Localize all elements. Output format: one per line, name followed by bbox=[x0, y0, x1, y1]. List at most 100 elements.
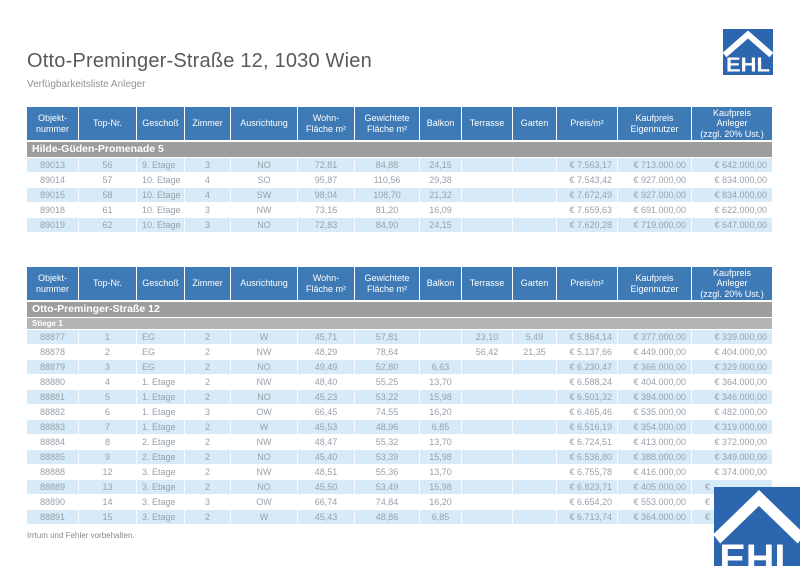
cell-zimmer: 2 bbox=[185, 345, 231, 359]
table-row: 88879 3 EG 2 NO 49,49 52,80 6,63 € 6.230,47 € 366… bbox=[27, 360, 772, 374]
cell-geschoss: 2. Etage bbox=[137, 450, 185, 464]
cell-ausrichtung: NW bbox=[231, 435, 298, 449]
column-header-geschoss: Geschoß bbox=[137, 267, 185, 300]
cell-top-nr: 58 bbox=[79, 188, 137, 202]
cell-kaufpreis-anleger: € 329.000,00 bbox=[714, 362, 767, 372]
cell-objektnummer: 88885 bbox=[27, 450, 79, 464]
cell-kaufpreis-eigennutzer: € 413.000,00 bbox=[618, 435, 692, 449]
column-header-terrasse: Terrasse bbox=[462, 267, 513, 300]
cell-gewichtete-flaeche: 110,56 bbox=[355, 173, 420, 187]
cell-wohnflaeche: 95,87 bbox=[298, 173, 355, 187]
cell-zimmer: 3 bbox=[185, 203, 231, 217]
table-row: 88889 13 3. Etage 2 NO 45,50 53,49 15,98 € 6.823… bbox=[27, 480, 772, 494]
cell-balkon: 24,15 bbox=[420, 218, 462, 232]
cell-terrasse bbox=[462, 450, 513, 464]
cell-zimmer: 2 bbox=[185, 435, 231, 449]
cell-kaufpreis-eigennutzer: € 719.000,00 bbox=[618, 218, 692, 232]
cell-zimmer: 2 bbox=[185, 375, 231, 389]
cell-kaufpreis-anleger: € 349.000,00 bbox=[714, 452, 767, 462]
column-header-ausrichtung: Ausrichtung bbox=[231, 267, 298, 300]
cell-kaufpreis-anleger: € bbox=[704, 512, 710, 522]
cell-garten bbox=[513, 510, 557, 524]
cell-kaufpreis-anleger: € 339.000,00 bbox=[714, 332, 767, 342]
cell-kaufpreis-anleger: € 622.000,00 bbox=[714, 205, 767, 215]
cell-preis-m2: € 6.724,51 bbox=[557, 435, 618, 449]
table-row: 88877 1 EG 2 W 45,71 57,81 23,10 5,49 € 5.864,14 €… bbox=[27, 330, 772, 344]
cell-balkon: 16,20 bbox=[420, 405, 462, 419]
cell-objektnummer: 89019 bbox=[27, 218, 79, 232]
cell-wohnflaeche: 45,50 bbox=[298, 480, 355, 494]
cell-top-nr: 13 bbox=[79, 480, 137, 494]
cell-wohnflaeche: 66,45 bbox=[298, 405, 355, 419]
cell-gewichtete-flaeche: 74,55 bbox=[355, 405, 420, 419]
cell-terrasse bbox=[462, 173, 513, 187]
logo-text: EHL bbox=[719, 537, 798, 566]
cell-terrasse bbox=[462, 480, 513, 494]
cell-gewichtete-flaeche: 78,64 bbox=[355, 345, 420, 359]
cell-kaufpreis-anleger: € 319.000,00 bbox=[714, 422, 767, 432]
ehl-logo-icon: EHL bbox=[723, 29, 773, 75]
cell-gewichtete-flaeche: 57,81 bbox=[355, 330, 420, 344]
cell-geschoss: 1. Etage bbox=[137, 405, 185, 419]
cell-zimmer: 2 bbox=[185, 330, 231, 344]
cell-wohnflaeche: 66,74 bbox=[298, 495, 355, 509]
table-row: 89019 62 10. Etage 3 NO 72,83 84,90 24,15 € 7.62… bbox=[27, 218, 772, 232]
cell-objektnummer: 88878 bbox=[27, 345, 79, 359]
cell-zimmer: 2 bbox=[185, 360, 231, 374]
cell-geschoss: 1. Etage bbox=[137, 390, 185, 404]
cell-geschoss: EG bbox=[137, 360, 185, 374]
cell-objektnummer: 88891 bbox=[27, 510, 79, 524]
cell-ausrichtung: NW bbox=[231, 345, 298, 359]
cell-top-nr: 62 bbox=[79, 218, 137, 232]
cell-wohnflaeche: 98,04 bbox=[298, 188, 355, 202]
column-header-preis-m2: Preis/m² bbox=[557, 267, 618, 300]
cell-objektnummer: 88890 bbox=[27, 495, 79, 509]
cell-terrasse bbox=[462, 420, 513, 434]
cell-preis-m2: € 6.516,19 bbox=[557, 420, 618, 434]
cell-balkon: 13,70 bbox=[420, 465, 462, 479]
column-header-gewichtete-flaeche: Gewichtete Fläche m² bbox=[355, 107, 420, 140]
column-header-balkon: Balkon bbox=[420, 107, 462, 140]
table-row: 88884 8 2. Etage 2 NW 48,47 55,32 13,70 € 6.724,… bbox=[27, 435, 772, 449]
cell-garten: 5,49 bbox=[513, 330, 557, 344]
cell-top-nr: 61 bbox=[79, 203, 137, 217]
cell-geschoss: 10. Etage bbox=[137, 188, 185, 202]
cell-preis-m2: € 6.654,20 bbox=[557, 495, 618, 509]
cell-kaufpreis-anleger: € bbox=[704, 497, 710, 507]
cell-balkon: 15,98 bbox=[420, 390, 462, 404]
cell-terrasse bbox=[462, 375, 513, 389]
cell-wohnflaeche: 45,43 bbox=[298, 510, 355, 524]
cell-kaufpreis-eigennutzer: € 553.000,00 bbox=[618, 495, 692, 509]
cell-garten bbox=[513, 375, 557, 389]
cell-ausrichtung: NO bbox=[231, 360, 298, 374]
cell-kaufpreis-eigennutzer: € 404.000,00 bbox=[618, 375, 692, 389]
cell-ausrichtung: OW bbox=[231, 405, 298, 419]
cell-objektnummer: 88888 bbox=[27, 465, 79, 479]
cell-zimmer: 3 bbox=[185, 158, 231, 172]
cell-geschoss: 3. Etage bbox=[137, 510, 185, 524]
cell-wohnflaeche: 48,40 bbox=[298, 375, 355, 389]
cell-gewichtete-flaeche: 74,84 bbox=[355, 495, 420, 509]
cell-preis-m2: € 7.659,63 bbox=[557, 203, 618, 217]
cell-balkon: 15,98 bbox=[420, 480, 462, 494]
cell-geschoss: 3. Etage bbox=[137, 495, 185, 509]
cell-kaufpreis-anleger: € 642.000,00 bbox=[714, 160, 767, 170]
cell-terrasse bbox=[462, 360, 513, 374]
cell-wohnflaeche: 48,29 bbox=[298, 345, 355, 359]
column-header-objektnummer: Objekt- nummer bbox=[27, 107, 79, 140]
column-header-top-nr: Top-Nr. bbox=[79, 107, 137, 140]
cell-objektnummer: 89014 bbox=[27, 173, 79, 187]
cell-kaufpreis-anleger: € 374.000,00 bbox=[714, 467, 767, 477]
cell-garten bbox=[513, 405, 557, 419]
cell-garten bbox=[513, 495, 557, 509]
cell-terrasse: 23,10 bbox=[462, 330, 513, 344]
cell-kaufpreis-eigennutzer: € 416.000,00 bbox=[618, 465, 692, 479]
subsection-header: Stiege 1 bbox=[27, 318, 772, 329]
cell-objektnummer: 89018 bbox=[27, 203, 79, 217]
cell-zimmer: 3 bbox=[185, 405, 231, 419]
cell-gewichtete-flaeche: 55,25 bbox=[355, 375, 420, 389]
cell-gewichtete-flaeche: 53,49 bbox=[355, 480, 420, 494]
cell-kaufpreis-eigennutzer: € 449.000,00 bbox=[618, 345, 692, 359]
cell-wohnflaeche: 72,83 bbox=[298, 218, 355, 232]
cell-gewichtete-flaeche: 52,80 bbox=[355, 360, 420, 374]
